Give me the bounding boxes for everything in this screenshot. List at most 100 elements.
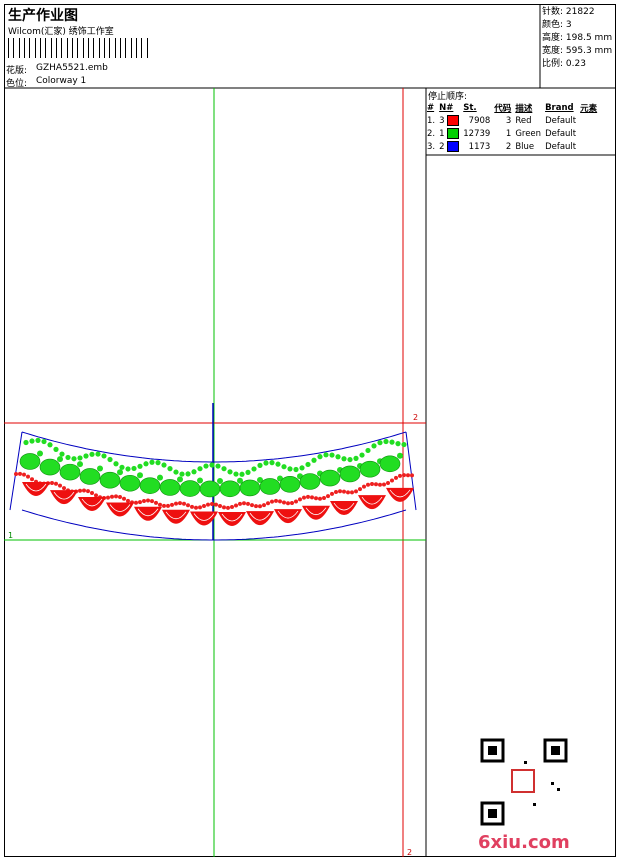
stitch <box>18 471 22 476</box>
stitch <box>81 498 103 507</box>
table-body: 1. 3 7908 3 Red Default 2. 1 12739 1 Green Defaul… <box>425 114 599 153</box>
stitch <box>119 474 141 492</box>
stitch <box>162 503 166 508</box>
stitch <box>251 466 257 472</box>
stitch <box>71 456 77 462</box>
stitch <box>370 482 374 487</box>
stitch <box>161 462 167 468</box>
color-swatch <box>447 128 460 139</box>
table-row: 3. 2 1173 2 Blue Default <box>425 140 599 153</box>
stitch <box>50 480 54 485</box>
stitch <box>179 471 185 477</box>
qr-cell <box>524 761 527 764</box>
stitch <box>230 505 234 510</box>
page-frame <box>4 4 616 857</box>
qr-cell <box>557 788 560 791</box>
stitch <box>139 477 161 494</box>
stitch <box>262 503 266 508</box>
stitch <box>159 479 181 496</box>
needle-number: 3 <box>439 116 445 126</box>
stitch <box>394 475 398 480</box>
stitches: 1173 <box>468 141 491 152</box>
stitch <box>293 466 299 473</box>
needle-number: 2 <box>439 142 445 152</box>
stitch <box>173 469 179 475</box>
outline <box>21 431 407 463</box>
stitch <box>358 487 362 492</box>
bar-stripe <box>99 38 100 58</box>
bar-stripe <box>35 38 36 58</box>
stitch <box>361 496 383 505</box>
stitch <box>137 508 159 517</box>
brand: Default <box>545 115 577 126</box>
stitch <box>259 478 281 495</box>
stitch <box>82 488 86 493</box>
stitch <box>90 491 94 496</box>
stitch <box>101 453 107 459</box>
stitch <box>246 511 274 526</box>
stitch <box>347 456 353 463</box>
stitch <box>22 472 26 477</box>
stat: 颜色: 3 <box>542 19 612 32</box>
qr-cell <box>551 782 554 785</box>
stitch <box>339 465 361 483</box>
stat: 高度: 198.5 mm <box>542 32 612 45</box>
stitch <box>350 490 354 495</box>
stitch <box>302 495 306 500</box>
stitch <box>26 474 30 479</box>
stitch <box>217 477 223 484</box>
stitch <box>78 488 82 493</box>
stitch <box>246 501 250 506</box>
description: Green <box>515 128 542 139</box>
marker: 2 <box>413 413 418 422</box>
stitch <box>86 489 90 494</box>
stitch <box>341 456 347 462</box>
stitch <box>379 455 401 473</box>
stitch <box>311 457 317 463</box>
stitch <box>219 480 241 498</box>
stitch <box>319 469 341 487</box>
stitch <box>14 471 18 476</box>
stitch <box>338 489 342 494</box>
stitch <box>218 504 222 509</box>
stitch <box>62 486 66 491</box>
table-row: 1. 3 7908 3 Red Default <box>425 114 599 127</box>
stitch <box>47 442 53 448</box>
stitch <box>109 504 131 512</box>
stitch <box>149 459 155 465</box>
stats: 针数: 21822 颜色: 3 高度: 198.5 mm 宽度: 595.3 mm 比例… <box>542 6 612 71</box>
stitch <box>266 501 270 506</box>
stat: 针数: 21822 <box>542 6 612 19</box>
stitch <box>131 465 137 472</box>
stitch <box>226 505 230 510</box>
stitch <box>401 441 407 448</box>
stitch <box>137 463 143 469</box>
outline <box>405 431 417 511</box>
stitch <box>318 496 322 501</box>
stitch <box>59 451 65 457</box>
studio: Wilcom(汇家) 绣饰工作室 <box>8 27 114 37</box>
stitch <box>106 502 134 517</box>
stitch <box>35 437 41 443</box>
stitch <box>278 499 282 504</box>
bar-stripe <box>125 38 126 58</box>
stitch <box>59 463 81 481</box>
stitch <box>210 501 214 506</box>
stitch <box>386 487 414 502</box>
stitch <box>323 452 329 458</box>
watermark: 6xiu.com <box>478 832 570 853</box>
stitch <box>346 490 350 495</box>
stitch <box>254 504 258 509</box>
qr-logo <box>511 769 535 793</box>
stitch <box>234 503 238 508</box>
stitch <box>78 496 106 511</box>
bar-stripe <box>93 38 94 58</box>
bar-stripe <box>8 38 9 58</box>
qr-finder <box>551 746 560 755</box>
stop-title: 停止顺序: <box>428 92 468 102</box>
stop-table: # N# St. 代码 描述 Brand 元素 1. 3 7908 3 Red Default 2. 1 … <box>425 101 599 153</box>
stitch <box>197 477 203 484</box>
bar-stripe <box>24 38 25 58</box>
stitch <box>95 451 101 457</box>
